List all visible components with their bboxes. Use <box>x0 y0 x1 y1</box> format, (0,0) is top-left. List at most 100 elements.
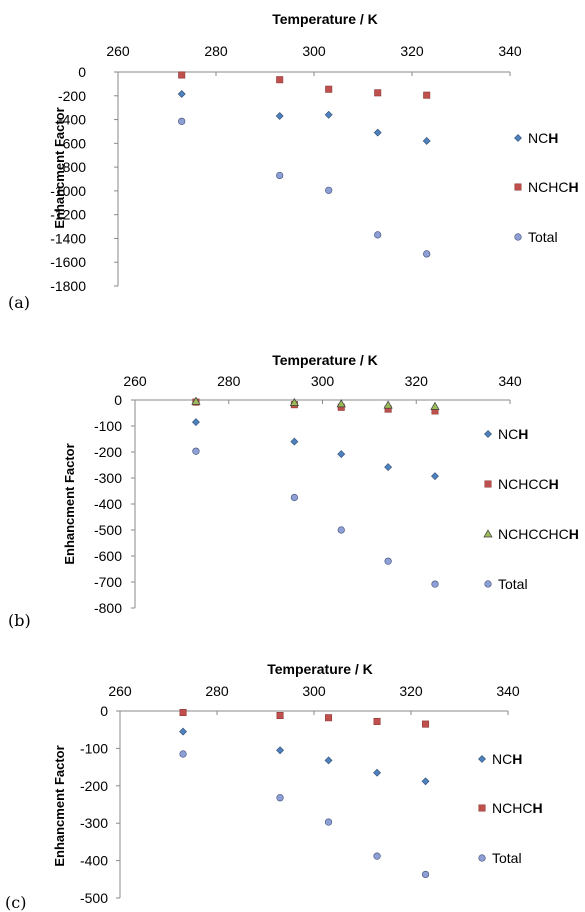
legend-marker <box>483 529 493 538</box>
data-point <box>276 746 284 755</box>
y-tick-label: -1800 <box>50 278 86 294</box>
legend-label: NCH <box>492 751 522 767</box>
chart-panel-c: Temperature / K Enhancment Factor (c) 26… <box>5 661 543 912</box>
data-point <box>423 91 431 99</box>
x-tick-label: 340 <box>498 43 522 59</box>
y-tick-label: -700 <box>94 574 122 590</box>
data-point <box>431 580 439 588</box>
panel-label: (c) <box>5 893 26 912</box>
x-tick-label: 280 <box>204 43 228 59</box>
data-point <box>421 777 430 786</box>
x-tick-label: 320 <box>405 373 429 389</box>
data-point <box>276 76 284 84</box>
y-tick-label: 0 <box>100 703 108 719</box>
x-tick-label: 320 <box>399 683 423 699</box>
y-axis-title: Enhancment Factor <box>52 107 67 228</box>
data-point <box>373 717 381 725</box>
y-tick-label: -100 <box>80 740 108 756</box>
x-tick-label: 300 <box>311 373 335 389</box>
y-tick-label: -1600 <box>50 254 86 270</box>
data-point <box>290 437 299 446</box>
y-tick-label: 0 <box>114 392 122 408</box>
y-tick-label: -300 <box>80 815 108 831</box>
legend-marker <box>514 233 522 241</box>
x-tick-label: 260 <box>106 43 130 59</box>
x-tick-label: 260 <box>123 373 147 389</box>
y-tick-label: -1200 <box>50 207 86 223</box>
y-tick-label: -800 <box>58 159 86 175</box>
x-axis-title: Temperature / K <box>267 661 373 677</box>
legend-marker <box>484 580 492 588</box>
data-point <box>422 720 430 728</box>
chart-panel-a: Temperature / K Enhancment Factor (a) 26… <box>8 11 579 312</box>
data-point <box>337 526 345 534</box>
legend-marker <box>478 804 486 812</box>
data-point <box>178 117 186 125</box>
data-point <box>276 711 284 719</box>
data-point <box>337 450 346 459</box>
x-tick-label: 280 <box>205 683 229 699</box>
y-axis-title: Enhancment Factor <box>62 443 77 564</box>
data-point <box>324 756 333 765</box>
chart-panel-b: Temperature / K Enhancment Factor (b) 26… <box>8 352 579 630</box>
data-point <box>373 768 381 777</box>
data-point <box>373 852 381 860</box>
legend-label: NCHCH <box>492 800 543 816</box>
data-point <box>289 397 299 406</box>
x-axis-title: Temperature / K <box>272 11 378 27</box>
x-axis-title: Temperature / K <box>272 352 378 368</box>
data-point <box>324 110 333 119</box>
y-tick-label: -400 <box>80 853 108 869</box>
data-point <box>276 794 284 802</box>
y-tick-label: -1000 <box>50 183 86 199</box>
data-point <box>290 493 298 502</box>
y-tick-label: -300 <box>94 470 122 486</box>
legend-label: NCH <box>498 426 528 442</box>
data-point <box>179 727 187 736</box>
data-point <box>276 171 284 180</box>
x-tick-label: 320 <box>400 43 424 59</box>
y-tick-label: -200 <box>80 778 108 794</box>
data-point <box>336 399 346 408</box>
data-point <box>422 137 431 145</box>
panel-label: (b) <box>8 611 31 630</box>
legend-label: NCHCH <box>528 179 579 195</box>
y-tick-label: -400 <box>58 112 86 128</box>
y-tick-label: -100 <box>94 418 122 434</box>
data-point <box>178 71 186 79</box>
y-tick-label: -200 <box>58 88 86 104</box>
data-point <box>373 128 382 137</box>
data-point <box>177 90 186 98</box>
y-tick-label: -800 <box>94 600 122 616</box>
data-point <box>325 714 333 722</box>
data-point <box>324 818 333 826</box>
legend-label: Total <box>498 576 528 592</box>
x-tick-label: 260 <box>108 683 132 699</box>
legend-label: NCH <box>528 130 558 146</box>
y-axis-title: Enhancment Factor <box>52 745 67 866</box>
legend-marker <box>478 854 486 862</box>
y-tick-label: -500 <box>94 522 122 538</box>
data-point <box>383 400 393 409</box>
x-tick-label: 340 <box>496 683 520 699</box>
x-tick-label: 300 <box>302 43 326 59</box>
x-tick-label: 300 <box>302 683 326 699</box>
y-tick-label: 0 <box>78 64 86 80</box>
legend-label: NCHCCH <box>498 476 559 492</box>
data-point <box>325 85 333 93</box>
data-point <box>374 231 382 239</box>
y-tick-label: -1400 <box>50 230 86 246</box>
x-tick-label: 280 <box>217 373 241 389</box>
panel-label: (a) <box>8 293 30 312</box>
data-point <box>275 112 284 120</box>
data-point <box>423 250 431 258</box>
data-point <box>179 750 187 758</box>
legend-marker <box>484 480 492 488</box>
data-point <box>430 401 440 410</box>
y-tick-label: -600 <box>58 135 86 151</box>
data-point <box>431 472 439 481</box>
data-point <box>325 186 333 194</box>
data-point <box>384 463 393 472</box>
y-tick-label: -600 <box>94 548 122 564</box>
